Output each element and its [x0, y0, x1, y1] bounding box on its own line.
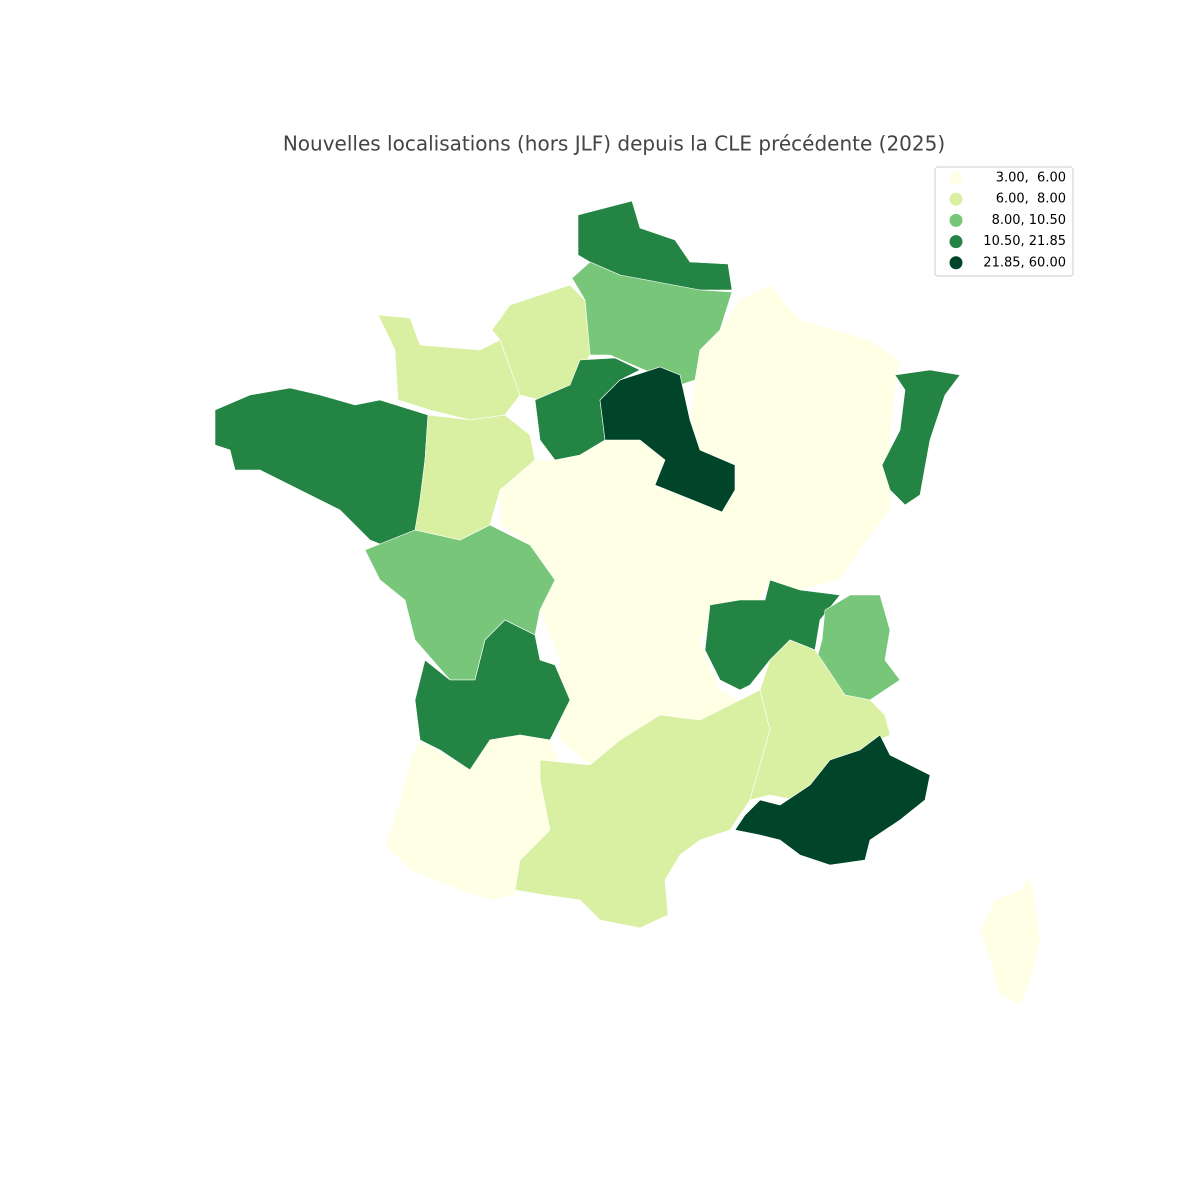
regions: [214, 200, 1041, 1006]
legend-label: 6.00, 8.00: [996, 192, 1066, 207]
region: [881, 369, 961, 506]
legend-marker: [949, 256, 963, 270]
legend-marker: [949, 213, 963, 227]
legend-label: 21.85, 60.00: [983, 255, 1066, 270]
region: [414, 414, 536, 541]
region: [514, 689, 771, 929]
region: [979, 874, 1041, 1006]
region: [599, 366, 736, 513]
legend: 3.00, 6.00 6.00, 8.00 8.00, 10.50 10.50, 21…: [949, 171, 1066, 270]
region: [734, 734, 931, 866]
legend-box: [934, 166, 1074, 277]
region: [571, 261, 733, 386]
legend-marker: [949, 171, 963, 185]
legend-label: 10.50, 21.85: [983, 234, 1066, 249]
map-title: Nouvelles localisations (hors JLF) depui…: [283, 132, 945, 156]
region: [377, 314, 521, 421]
legend-marker: [949, 235, 963, 249]
legend-marker: [949, 192, 963, 206]
region: [214, 387, 429, 551]
legend-label: 8.00, 10.50: [992, 213, 1066, 228]
legend-label: 3.00, 6.00: [996, 171, 1066, 186]
